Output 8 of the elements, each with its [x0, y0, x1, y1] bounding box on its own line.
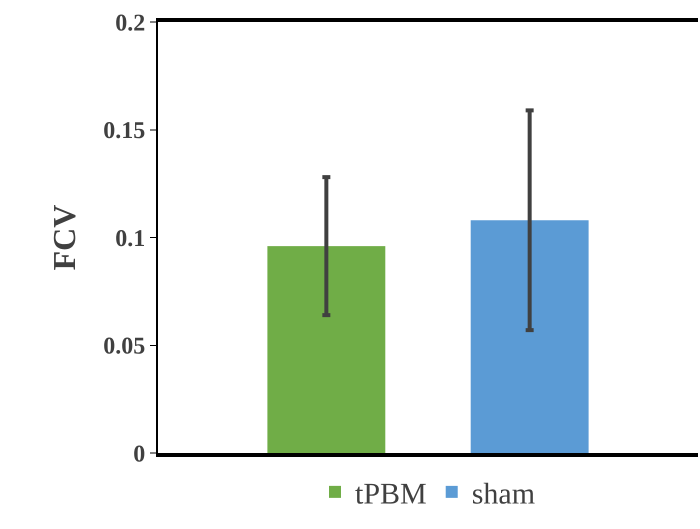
y-axis-title: FCV	[46, 204, 82, 270]
y-tick-label: 0.05	[103, 334, 146, 360]
legend-label: sham	[472, 478, 536, 511]
y-tick-label: 0	[133, 441, 146, 468]
legend-label: tPBM	[355, 478, 427, 511]
y-tick-label: 0.15	[103, 118, 146, 144]
y-tick-label: 0.1	[115, 226, 146, 252]
y-tick-label: 0.2	[115, 10, 146, 36]
